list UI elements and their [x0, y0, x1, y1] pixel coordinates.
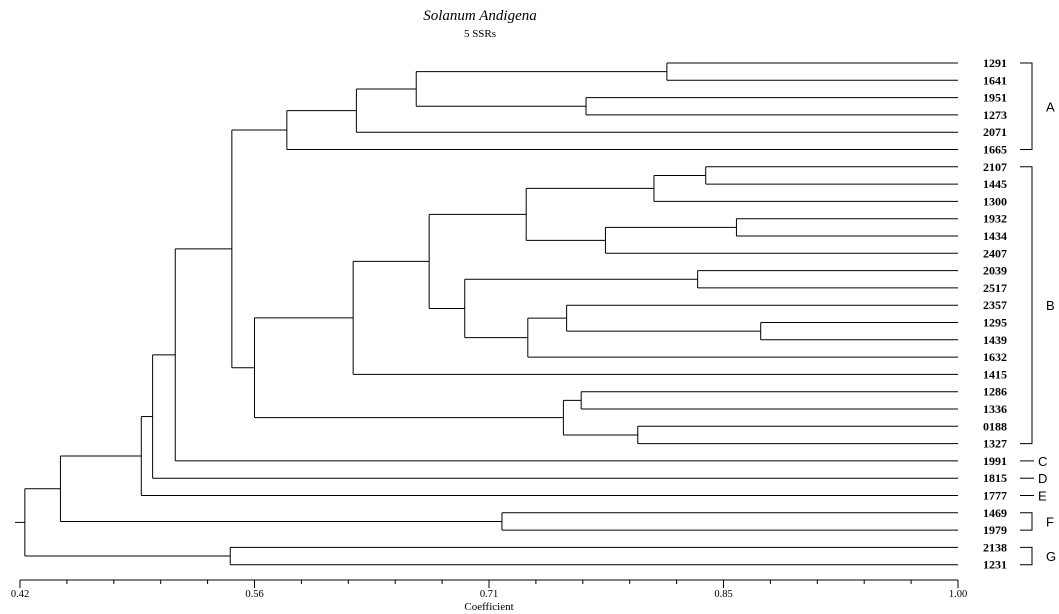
leaf-label: 1665 — [983, 143, 1007, 157]
leaf-label: 2071 — [983, 125, 1007, 139]
group-label: B — [1046, 298, 1055, 313]
group-bracket — [1020, 546, 1033, 566]
leaf-label: 1300 — [983, 194, 1007, 208]
chart-title: Solanum Andigena — [423, 8, 537, 24]
x-tick-label: 0.71 — [480, 589, 498, 600]
leaf-label: 1327 — [983, 437, 1007, 451]
leaf-label: 1641 — [983, 73, 1007, 87]
leaf-label: 1295 — [983, 316, 1007, 330]
leaf-label: 1469 — [983, 506, 1007, 520]
group-label: A — [1046, 99, 1055, 114]
chart-subtitle: 5 SSRs — [463, 28, 497, 40]
leaf-label: 1415 — [983, 367, 1007, 381]
group-label: C — [1038, 454, 1047, 469]
group-label: D — [1038, 471, 1047, 486]
leaf-label: 1273 — [983, 108, 1007, 122]
group-label: F — [1046, 514, 1054, 529]
leaf-label: 1979 — [983, 523, 1007, 537]
leaf-label: 1291 — [983, 56, 1007, 70]
leaf-label: 2517 — [983, 281, 1007, 295]
leaf-label: 2138 — [983, 540, 1007, 554]
tree-branches — [15, 62, 958, 566]
x-axis-label: Coefficient — [464, 601, 513, 613]
group-bracket — [1020, 166, 1033, 445]
group-bracket — [1020, 62, 1033, 150]
leaf-labels: 1291 1641 1951 1273 2071 1665 2107 1445 1300 1932… — [983, 56, 1007, 572]
leaf-label: 1434 — [983, 229, 1007, 243]
leaf-label: 1286 — [983, 385, 1007, 399]
leaf-label: 1231 — [983, 558, 1007, 572]
leaf-label: 1632 — [983, 350, 1007, 364]
x-tick-label: 0.42 — [11, 589, 29, 600]
leaf-label: 1951 — [983, 91, 1007, 105]
leaf-label: 1336 — [983, 402, 1007, 416]
leaf-label: 1991 — [983, 454, 1007, 468]
group-label: G — [1046, 549, 1056, 564]
leaf-label: 2407 — [983, 246, 1007, 260]
leaf-label: 0188 — [983, 419, 1007, 433]
group-bracket — [1020, 512, 1033, 531]
leaf-label: 1439 — [983, 333, 1007, 347]
leaf-label: 2039 — [983, 264, 1007, 278]
leaf-label: 1445 — [983, 177, 1007, 191]
leaf-label: 2357 — [983, 298, 1007, 312]
leaf-label: 1815 — [983, 471, 1007, 485]
x-tick-label: 0.56 — [245, 589, 263, 600]
group-label: E — [1038, 489, 1047, 504]
x-axis: Coefficient 0.42 0.56 0.71 0.85 1.00 — [11, 579, 967, 613]
leaf-label: 2107 — [983, 160, 1007, 174]
leaf-label: 1777 — [983, 489, 1007, 503]
x-tick-label: 0.85 — [714, 589, 732, 600]
x-tick-label: 1.00 — [949, 589, 967, 600]
leaf-label: 1932 — [983, 212, 1007, 226]
